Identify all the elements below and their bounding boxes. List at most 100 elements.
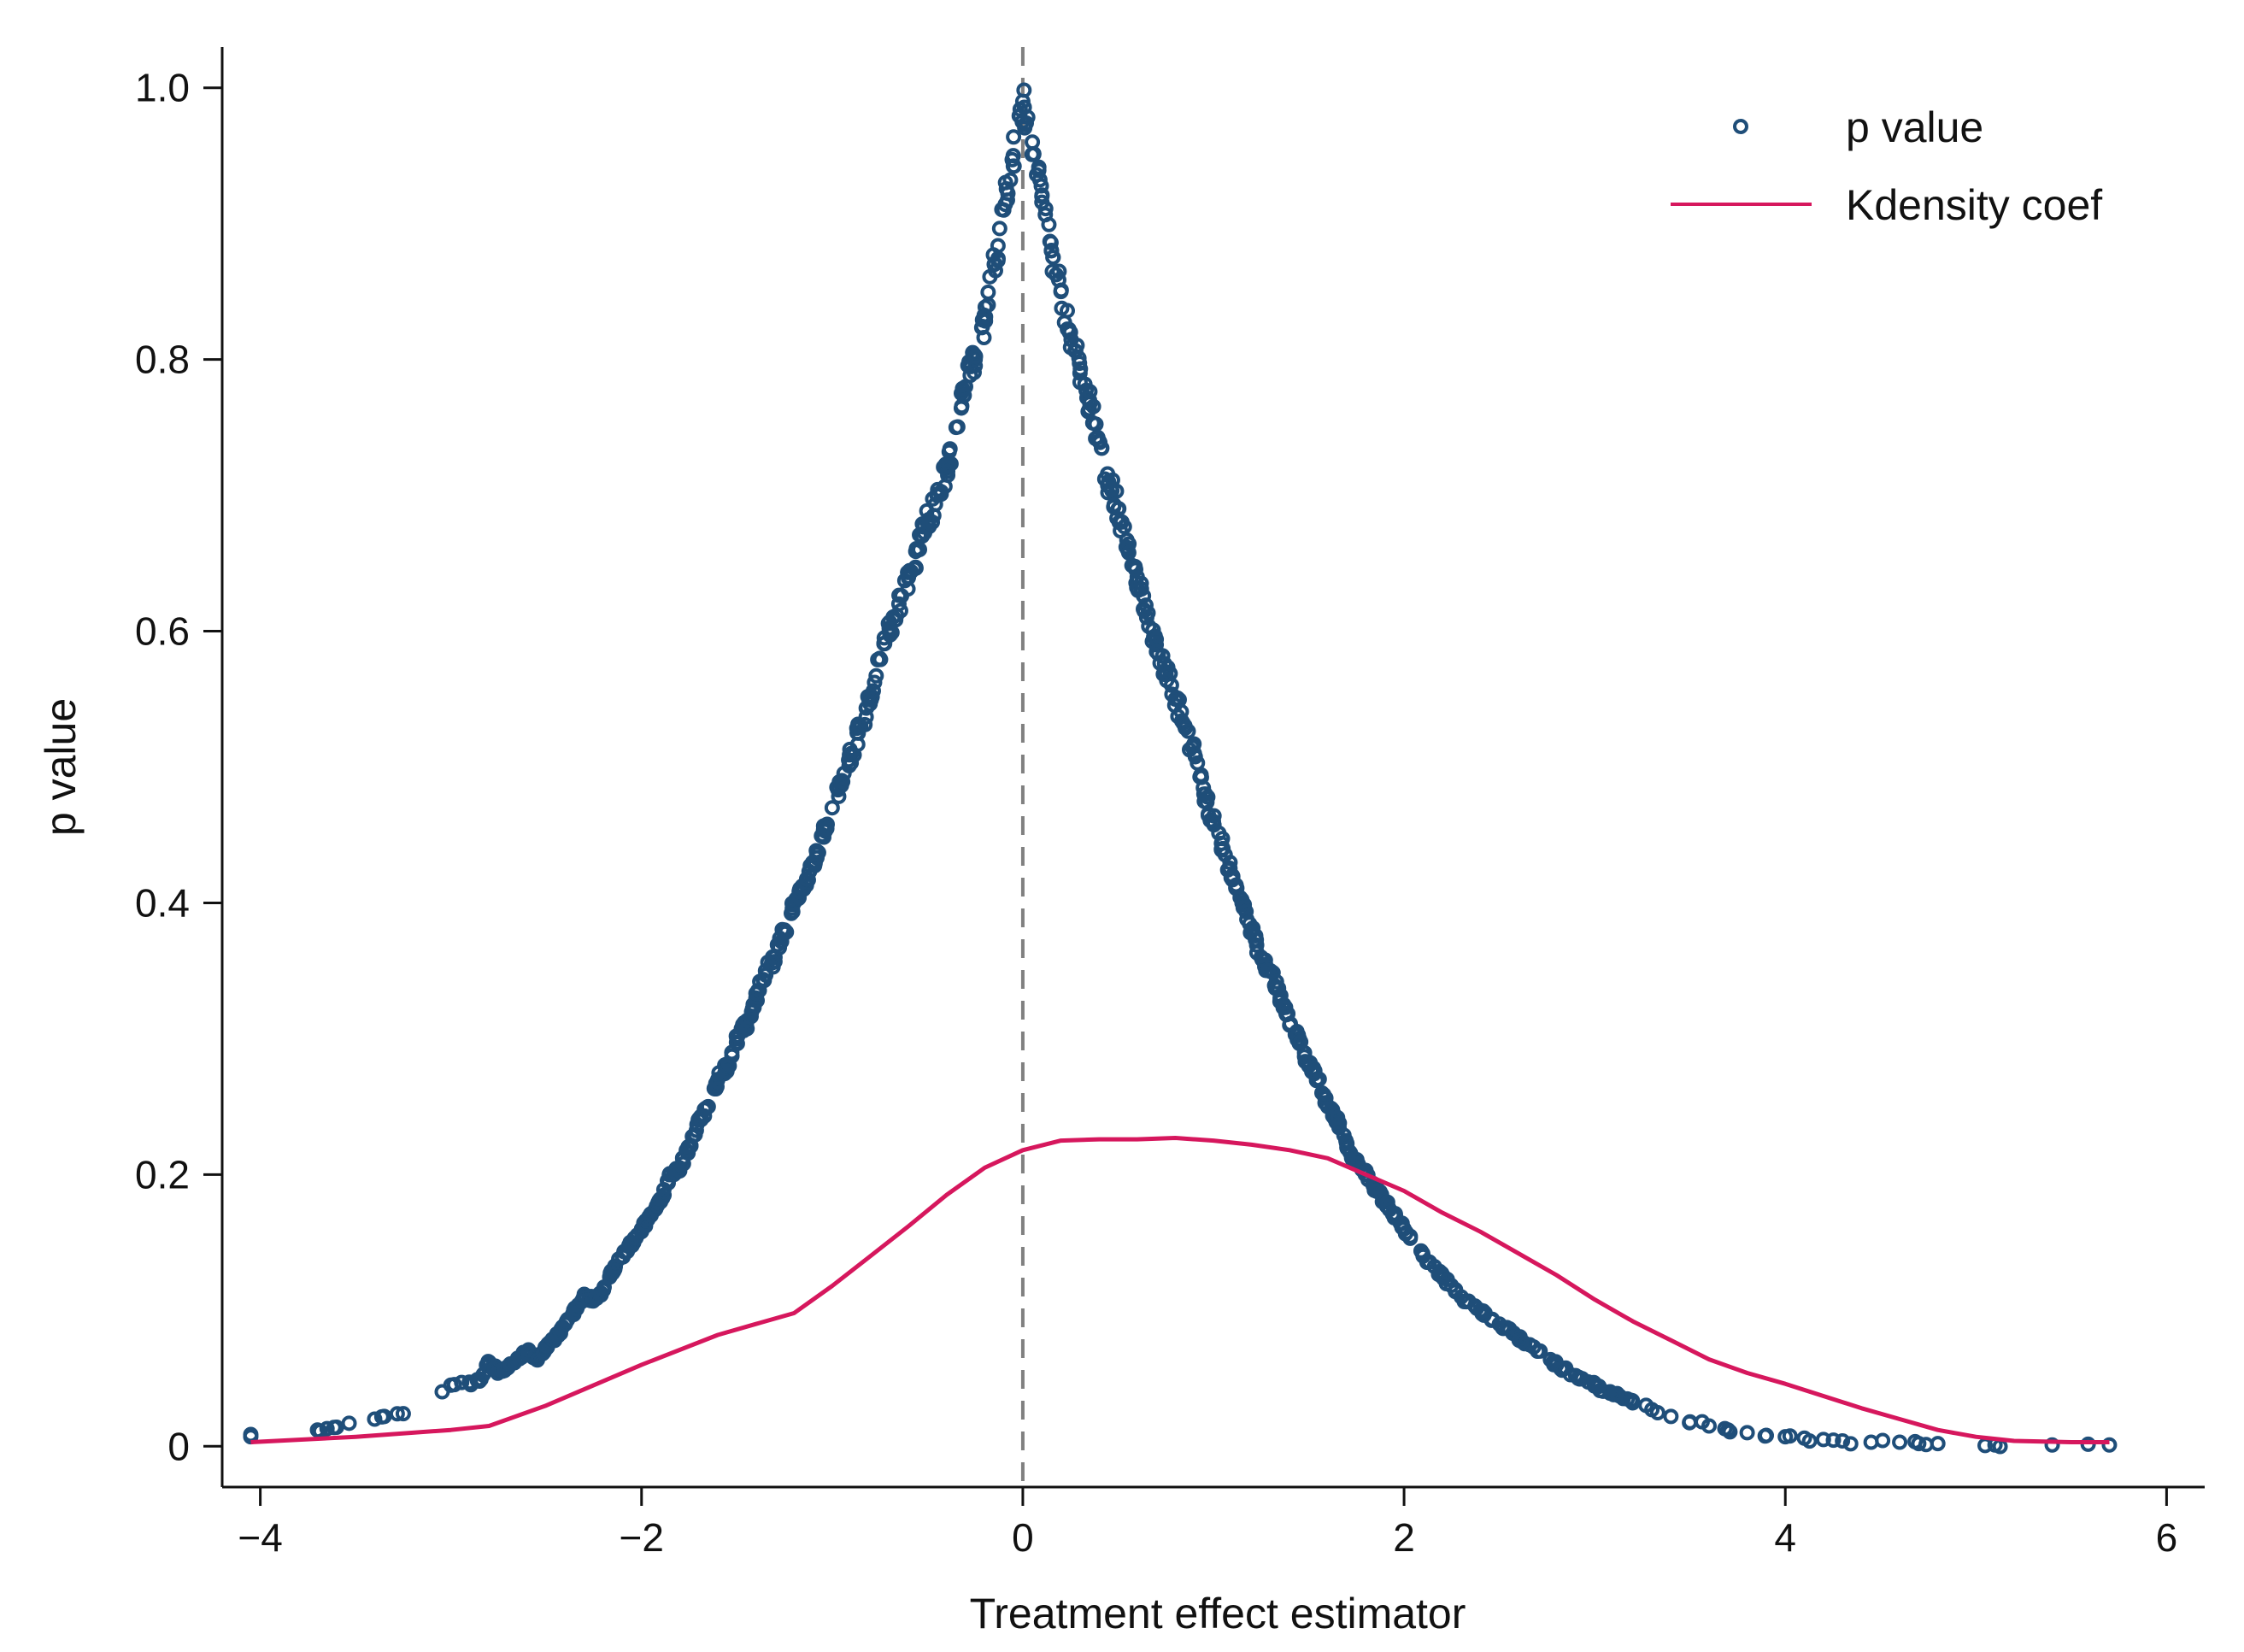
scatter-point — [1609, 1385, 1625, 1402]
scatter-point — [624, 1238, 640, 1254]
scatter-point — [596, 1279, 612, 1295]
scatter-point — [1458, 1294, 1474, 1310]
y-axis-title: p value — [37, 698, 85, 836]
scatter-point — [1825, 1432, 1842, 1449]
scatter-point — [1116, 519, 1132, 535]
scatter-point — [1638, 1397, 1654, 1414]
y-tick-label: 0.6 — [135, 609, 190, 654]
scatter-point — [765, 955, 781, 971]
scatter-point — [446, 1377, 462, 1393]
scatter-point — [857, 716, 873, 732]
scatter-point — [1336, 1127, 1352, 1143]
scatter-point — [1801, 1433, 1818, 1449]
scatter-point — [990, 250, 1006, 267]
scatter-point — [1148, 644, 1165, 660]
scatter-point — [1918, 1437, 1934, 1453]
scatter-point — [1196, 793, 1213, 809]
x-tick-label: 0 — [1012, 1515, 1034, 1560]
scatter-point — [326, 1420, 342, 1436]
scatter-point — [1206, 808, 1222, 824]
scatter-point — [1140, 605, 1156, 621]
y-ticks: 0 0.2 0.4 0.6 0.8 1.0 — [135, 66, 222, 1468]
scatter-point — [1379, 1194, 1395, 1210]
scatter-point — [1180, 723, 1196, 739]
scatter-point — [1330, 1109, 1346, 1126]
scatter-point — [824, 800, 840, 816]
scatter-point — [894, 588, 910, 604]
scatter-point — [724, 1048, 740, 1064]
scatter-point — [1051, 263, 1067, 279]
scatter-point — [1031, 159, 1047, 175]
scatter-point — [693, 1111, 709, 1127]
scatter-point — [1206, 817, 1222, 833]
scatter-point — [749, 992, 766, 1008]
scatter-point — [720, 1056, 737, 1073]
scatter-point — [1419, 1255, 1435, 1271]
scatter-point — [1892, 1434, 1908, 1450]
scatter-point — [729, 1036, 745, 1052]
scatter-point — [1448, 1281, 1464, 1297]
legend-label-p-value: p value — [1846, 103, 1983, 151]
scatter-point — [1739, 1425, 1755, 1441]
scatter-point — [1532, 1343, 1548, 1359]
scatter-point — [816, 829, 832, 845]
x-tick-label: 6 — [2156, 1515, 2178, 1560]
scatter-point — [1037, 201, 1054, 217]
scatter-point — [884, 625, 900, 641]
scatter-point — [1842, 1436, 1859, 1452]
x-axis-title: Treatment effect estimator — [970, 1590, 1466, 1637]
kdensity-line — [250, 1136, 2110, 1444]
scatter-point — [1197, 786, 1213, 802]
scatter-point — [1317, 1090, 1333, 1106]
scatter-point — [2044, 1437, 2060, 1453]
y-tick-label: 1.0 — [135, 66, 190, 110]
scatter-point — [1000, 185, 1016, 202]
scatter-point — [708, 1081, 724, 1097]
scatter-point — [1054, 300, 1070, 316]
scatter-point — [978, 313, 994, 329]
scatter-point — [892, 603, 908, 619]
scatter-point — [791, 890, 808, 906]
scatter-point — [914, 528, 931, 544]
scatter-point — [1103, 481, 1119, 497]
scatter-point — [1293, 1034, 1309, 1050]
scatter-point — [1758, 1427, 1774, 1443]
scatter-point — [1228, 879, 1244, 896]
scatter-point — [1475, 1303, 1491, 1320]
x-ticks: −4 −2 0 2 4 6 — [238, 1487, 2177, 1560]
scatter-point — [863, 692, 879, 708]
scatter-point — [866, 674, 883, 691]
scatter-point — [1283, 1015, 1299, 1032]
scatter-point — [568, 1301, 584, 1317]
scatter-point — [991, 220, 1007, 237]
scatter-point — [389, 1406, 405, 1422]
scatter-point — [549, 1326, 565, 1342]
scatter-point — [1084, 414, 1101, 431]
scatter-point — [1002, 172, 1019, 188]
scatter-point — [1835, 1432, 1851, 1449]
scatter-point — [502, 1355, 519, 1372]
scatter-point — [1072, 374, 1088, 391]
scatter-point — [1574, 1371, 1590, 1387]
x-tick-label: 4 — [1774, 1515, 1796, 1560]
scatter-point — [1025, 145, 1042, 162]
scatter-point — [1173, 703, 1190, 720]
scatter-point — [1722, 1424, 1738, 1440]
scatter-point — [1875, 1432, 1891, 1449]
scatter-point — [858, 708, 874, 725]
scatter-point — [739, 1020, 755, 1037]
scatter-point — [1037, 207, 1054, 223]
scatter-point — [1066, 343, 1083, 359]
scatter-point — [798, 871, 814, 887]
scatter-point — [808, 850, 825, 866]
scatter-point — [1435, 1268, 1451, 1285]
scatter-point — [1121, 536, 1137, 552]
scatter-point — [655, 1190, 671, 1206]
scatter-point — [835, 773, 851, 790]
scatter-point — [1235, 900, 1251, 916]
scatter-point — [760, 955, 776, 971]
scatter-point — [1158, 667, 1174, 683]
scatter-point — [1513, 1333, 1530, 1349]
scatter-point — [1128, 561, 1144, 578]
scatter-point — [778, 924, 795, 940]
